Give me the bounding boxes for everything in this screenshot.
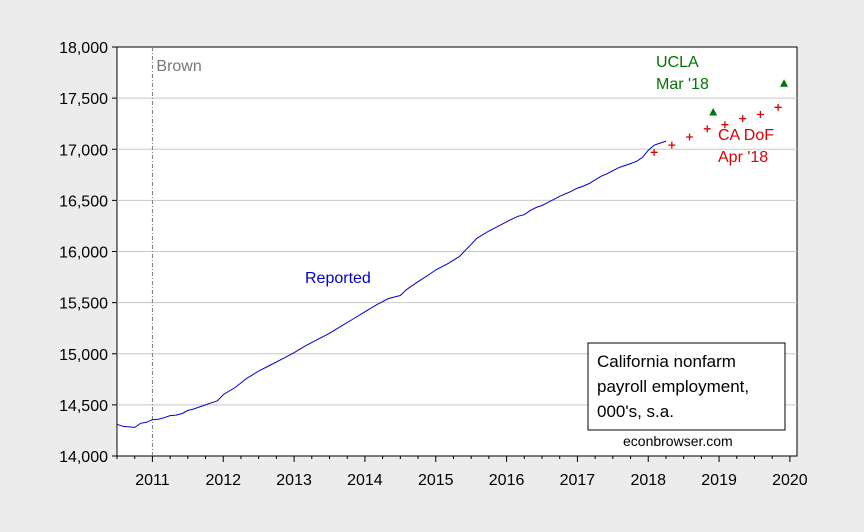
annotation-cadof-line1: CA DoF (718, 127, 774, 144)
y-tick-label: 16,500 (59, 193, 108, 210)
vline-label-brown: Brown (156, 58, 201, 75)
x-tick-label: 2012 (205, 472, 241, 489)
y-tick-label: 15,500 (59, 296, 108, 313)
cadof-marker (774, 103, 782, 111)
y-tick-label: 16,000 (59, 245, 108, 262)
x-tick-label: 2013 (276, 472, 312, 489)
cadof-marker (703, 125, 711, 133)
ucla-marker (780, 79, 789, 87)
series-group (116, 79, 789, 428)
legend-box-frame (587, 342, 786, 431)
cadof-marker (668, 141, 676, 149)
cadof-marker (650, 148, 658, 156)
annotation-cadof-line2: Apr '18 (718, 149, 768, 166)
y-tick-label: 17,500 (59, 91, 108, 108)
x-tick-label: 2020 (772, 472, 808, 489)
legend-line-1: California nonfarm (597, 352, 736, 371)
cadof-marker (756, 110, 764, 118)
x-tick-label: 2019 (701, 472, 737, 489)
ucla-marker (709, 107, 718, 116)
legend-line-3: 000's, s.a. (597, 402, 674, 421)
cadof-marker (739, 115, 747, 123)
cadof-marker (721, 121, 729, 129)
x-tick-label: 2017 (560, 472, 596, 489)
x-tick-label: 2011 (135, 472, 170, 489)
series-line-reported (116, 140, 667, 428)
y-tick-label: 14,500 (59, 398, 108, 415)
annotation-ucla-line2: Mar '18 (656, 76, 709, 93)
legend-box: California nonfarm payroll employment, 0… (587, 342, 786, 431)
y-tick-label: 15,000 (59, 347, 108, 364)
cadof-marker (686, 133, 694, 141)
x-tick-label: 2016 (489, 472, 525, 489)
annotation-ucla-line1: UCLA (656, 54, 699, 71)
y-tick-label: 17,000 (59, 142, 108, 159)
y-tick-label: 18,000 (59, 40, 108, 57)
y-tick-label: 14,000 (59, 449, 108, 466)
x-tick-label: 2015 (418, 472, 454, 489)
x-tick-label: 2018 (630, 472, 666, 489)
source-credit: econbrowser.com (623, 433, 733, 449)
x-tick-label: 2014 (347, 472, 383, 489)
legend-line-2: payroll employment, (597, 377, 749, 396)
annotation-reported: Reported (305, 270, 371, 287)
axis-ticks: 14,000 14,500 15,000 15,500 16,000 16,500 17,0… (59, 40, 808, 489)
